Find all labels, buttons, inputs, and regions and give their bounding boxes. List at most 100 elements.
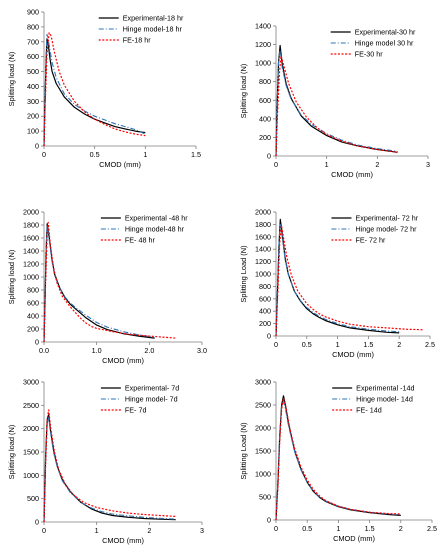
x-tick-label: 2 [375, 160, 379, 169]
x-axis-label: CMOD (mm) [331, 170, 373, 179]
y-tick-label: 900 [27, 8, 39, 17]
x-tick-label: 3 [200, 526, 204, 535]
y-tick-label: 1200 [255, 40, 271, 49]
chart-panel-5: 0 500 1000 1500 2000 2500 3000 0 1 2 3 CMOD (mm) Spl… [7, 378, 204, 546]
series-line-fe [275, 225, 424, 337]
series-line-fe [43, 221, 176, 343]
y-tick-label: 400 [27, 312, 39, 321]
y-tick-label: 0 [267, 152, 271, 161]
series-line-fe [43, 32, 146, 147]
x-tick-label: 0.5 [90, 150, 100, 159]
y-tick-label: 1500 [23, 448, 39, 457]
y-tick-label: 1200 [255, 257, 271, 266]
series-line-hinge [43, 416, 176, 523]
y-tick-label: 800 [27, 22, 39, 31]
series-line-hinge [275, 399, 401, 521]
y-tick-label: 700 [27, 37, 39, 46]
x-tick-label: 2 [147, 526, 151, 535]
x-tick-label: 0.0 [39, 346, 49, 355]
y-tick-label: 200 [259, 319, 271, 328]
y-axis-label: Splitting load (N) [7, 425, 16, 480]
legend-label: FE- 7d [125, 406, 147, 415]
y-tick-label: 500 [27, 494, 39, 503]
series-line-hinge [43, 225, 155, 343]
x-tick-label: 0.5 [302, 340, 312, 349]
y-tick-label: 400 [27, 82, 39, 91]
y-tick-label: 400 [259, 114, 271, 123]
y-tick-label: 0 [267, 516, 271, 525]
y-axis-label: Splitting Load (N) [239, 245, 248, 302]
chart-panel-4: 0 200 400 600 800 1000 1200 1400 1600 1800 2000 0 0.… [239, 208, 435, 360]
series-line-experimental [275, 395, 401, 521]
x-tick-label: 1.0 [92, 346, 102, 355]
x-tick-label: 1.5 [191, 150, 201, 159]
legend-label: Experimental-30 hr [355, 28, 416, 37]
legend-label: FE-30 hr [355, 50, 384, 59]
series-line-experimental [275, 218, 400, 337]
y-tick-label: 1800 [23, 221, 39, 230]
y-tick-label: 800 [27, 286, 39, 295]
y-axis-label: Splitting load (N) [239, 64, 248, 119]
y-tick-label: 1000 [255, 470, 271, 479]
x-tick-label: 2.5 [427, 524, 437, 533]
y-tick-label: 1000 [23, 273, 39, 282]
legend-label: Experimental -14d [356, 384, 414, 393]
y-tick-label: 600 [259, 294, 271, 303]
y-tick-label: 1000 [255, 270, 271, 279]
series-line-hinge [43, 33, 146, 147]
series-line-experimental [43, 414, 176, 523]
y-tick-label: 0 [35, 338, 39, 347]
legend-label: FE- 72 hr [355, 236, 386, 245]
legend-label: Hinge model-18 hr [123, 25, 183, 34]
y-tick-label: 800 [259, 77, 271, 86]
legend-label: Hinge model- 7d [125, 395, 178, 404]
chart-panel-3: 0 200 400 600 800 1000 1200 1400 1600 1800 2000 0.0… [7, 208, 207, 366]
legend-label: Experimental- 72 hr [355, 214, 418, 223]
x-tick-label: 2.0 [144, 346, 154, 355]
x-tick-label: 0 [274, 160, 278, 169]
y-tick-label: 200 [27, 325, 39, 334]
x-axis-label: CMOD (mm) [332, 350, 374, 359]
legend-label: Experimental-18 hr [123, 14, 184, 23]
y-tick-label: 3000 [255, 378, 271, 387]
x-axis-label: CMOD (mm) [102, 356, 144, 365]
x-tick-label: 1 [95, 526, 99, 535]
chart-panel-6: 0 500 1000 1500 2000 2500 3000 0 0.5 1 1.5 2 2.5 CMOD… [239, 378, 437, 544]
y-tick-label: 2000 [23, 208, 39, 217]
legend-label: Experimental- 7d [125, 384, 179, 393]
y-tick-label: 200 [259, 133, 271, 142]
x-tick-label: 3.0 [197, 346, 207, 355]
x-tick-label: 3 [426, 160, 430, 169]
series-line-fe [43, 409, 176, 523]
y-tick-label: 1400 [255, 245, 271, 254]
x-tick-label: 1.5 [363, 340, 373, 349]
x-tick-label: 0.5 [302, 524, 312, 533]
x-tick-label: 2.5 [425, 340, 435, 349]
y-tick-label: 1600 [23, 234, 39, 243]
y-tick-label: 2000 [23, 424, 39, 433]
x-tick-label: 0 [274, 340, 278, 349]
y-tick-label: 1800 [255, 220, 271, 229]
y-tick-label: 200 [27, 112, 39, 121]
x-tick-label: 2 [399, 524, 403, 533]
x-axis-label: CMOD (mm) [333, 534, 375, 543]
y-tick-label: 1000 [255, 59, 271, 68]
x-tick-label: 0 [42, 526, 46, 535]
legend-label: Hinge model- 72 hr [355, 225, 417, 234]
y-tick-label: 600 [27, 52, 39, 61]
legend-label: Hinge model-48 hr [125, 225, 185, 234]
y-tick-label: 2000 [255, 424, 271, 433]
y-tick-label: 2000 [255, 208, 271, 217]
chart-panel-1: 0 100 200 300 400 500 600 700 800 900 0 0.5 1 1.5 CMOD… [7, 8, 201, 170]
legend-label: FE- 48 hr [125, 236, 156, 245]
y-tick-label: 2500 [255, 401, 271, 410]
y-tick-label: 0 [267, 332, 271, 341]
y-tick-label: 1000 [23, 471, 39, 480]
legend-label: FE-18 hr [123, 36, 152, 45]
legend-label: Hinge model- 14d [356, 395, 413, 404]
y-axis-label: Splitting Load (N) [239, 422, 248, 479]
y-tick-label: 1600 [255, 232, 271, 241]
y-tick-label: 2500 [23, 401, 39, 410]
y-tick-label: 500 [259, 493, 271, 502]
